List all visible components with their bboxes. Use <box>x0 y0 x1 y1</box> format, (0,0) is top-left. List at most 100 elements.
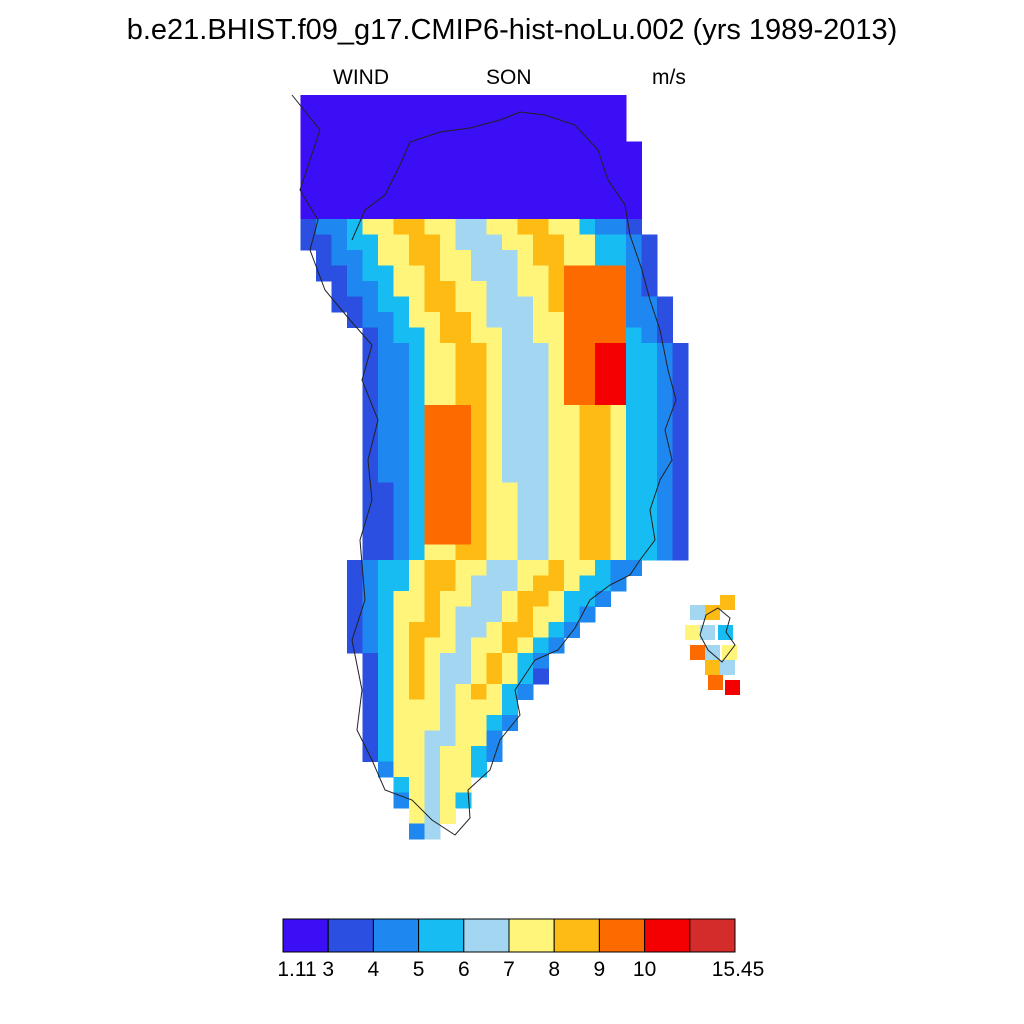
map-cell <box>440 389 456 406</box>
map-cell <box>502 219 518 235</box>
map-cell <box>440 544 456 561</box>
map-cell <box>548 622 565 638</box>
map-cell <box>486 234 503 251</box>
colorbar-box <box>508 918 555 953</box>
map-cell <box>672 358 689 375</box>
colorbar-tick-label: 7 <box>503 958 515 981</box>
map-cell <box>502 653 518 669</box>
map-cell <box>595 327 611 344</box>
map-cell <box>533 172 549 189</box>
map-cell <box>393 792 410 809</box>
map-cell <box>362 529 379 545</box>
map-cell <box>595 436 611 452</box>
map-cell <box>409 188 425 204</box>
map-cell <box>533 544 549 561</box>
map-cell <box>424 420 441 437</box>
map-cell <box>471 327 487 344</box>
map-cell <box>548 172 565 189</box>
map-cell <box>378 746 394 762</box>
map-cell <box>610 141 627 158</box>
map-cell <box>424 498 441 514</box>
map-cell <box>316 141 332 158</box>
map-cell <box>548 374 565 390</box>
colorbar-box <box>553 918 600 953</box>
map-cell <box>409 389 425 406</box>
map-cell <box>672 389 689 406</box>
map-cell <box>471 653 487 669</box>
map-cell <box>517 467 534 483</box>
map-cell <box>378 374 394 390</box>
map-cell <box>517 591 534 607</box>
map-cell <box>409 343 425 359</box>
map-cell <box>316 95 332 111</box>
map-cell <box>626 389 642 406</box>
map-cell <box>579 513 596 530</box>
map-cell <box>331 234 348 251</box>
map-cell <box>533 312 549 328</box>
map-cell <box>595 451 611 468</box>
map-cell <box>378 327 394 344</box>
map-cell <box>471 606 487 623</box>
map-cell <box>409 792 425 809</box>
map-cell <box>409 761 425 778</box>
map-cell <box>610 126 627 142</box>
map-cell <box>657 405 673 421</box>
map-grid-cells <box>300 95 740 840</box>
map-cell <box>409 622 425 638</box>
map-cell <box>595 296 611 313</box>
map-cell <box>409 250 425 266</box>
map-cell <box>440 730 456 747</box>
map-cell <box>440 482 456 499</box>
map-cell <box>409 482 425 499</box>
map-cell <box>455 498 472 514</box>
map-cell <box>440 653 456 669</box>
map-cell <box>517 653 534 669</box>
map-cell <box>393 296 410 313</box>
map-cell <box>486 172 503 189</box>
map-cell <box>440 467 456 483</box>
map-cell <box>424 823 441 840</box>
map-cell <box>424 513 441 530</box>
map-cell <box>595 234 611 251</box>
map-cell <box>455 606 472 623</box>
map-cell <box>362 141 379 158</box>
map-cell <box>533 265 549 282</box>
map-cell <box>471 312 487 328</box>
map-cell <box>595 126 611 142</box>
map-cell <box>331 265 348 282</box>
map-cell <box>610 296 627 313</box>
map-cell <box>548 358 565 375</box>
map-cell <box>626 529 642 545</box>
map-cell <box>548 203 565 220</box>
map-cell <box>595 544 611 561</box>
map-cell <box>471 374 487 390</box>
map-cell <box>626 374 642 390</box>
units-label: m/s <box>652 66 686 89</box>
map-cell <box>486 188 503 204</box>
map-cell <box>440 188 456 204</box>
map-cell <box>486 126 503 142</box>
map-cell <box>502 451 518 468</box>
map-cell <box>564 420 580 437</box>
map-cell <box>564 141 580 158</box>
map-cell <box>409 296 425 313</box>
map-cell <box>393 374 410 390</box>
map-cell <box>362 482 379 499</box>
map-cell <box>564 513 580 530</box>
map-cell <box>486 250 503 266</box>
map-cell <box>378 312 394 328</box>
map-cell <box>502 374 518 390</box>
map-cell <box>502 637 518 654</box>
wind-speed-map <box>291 94 740 840</box>
map-cell <box>579 544 596 561</box>
map-cell <box>595 343 611 359</box>
map-cell <box>378 575 394 592</box>
map-cell <box>564 482 580 499</box>
map-cell <box>610 219 627 235</box>
map-cell <box>595 389 611 406</box>
map-cell <box>517 622 534 638</box>
map-cell <box>331 95 348 111</box>
map-cell <box>409 684 425 700</box>
map-cell <box>533 343 549 359</box>
map-cell <box>579 126 596 142</box>
